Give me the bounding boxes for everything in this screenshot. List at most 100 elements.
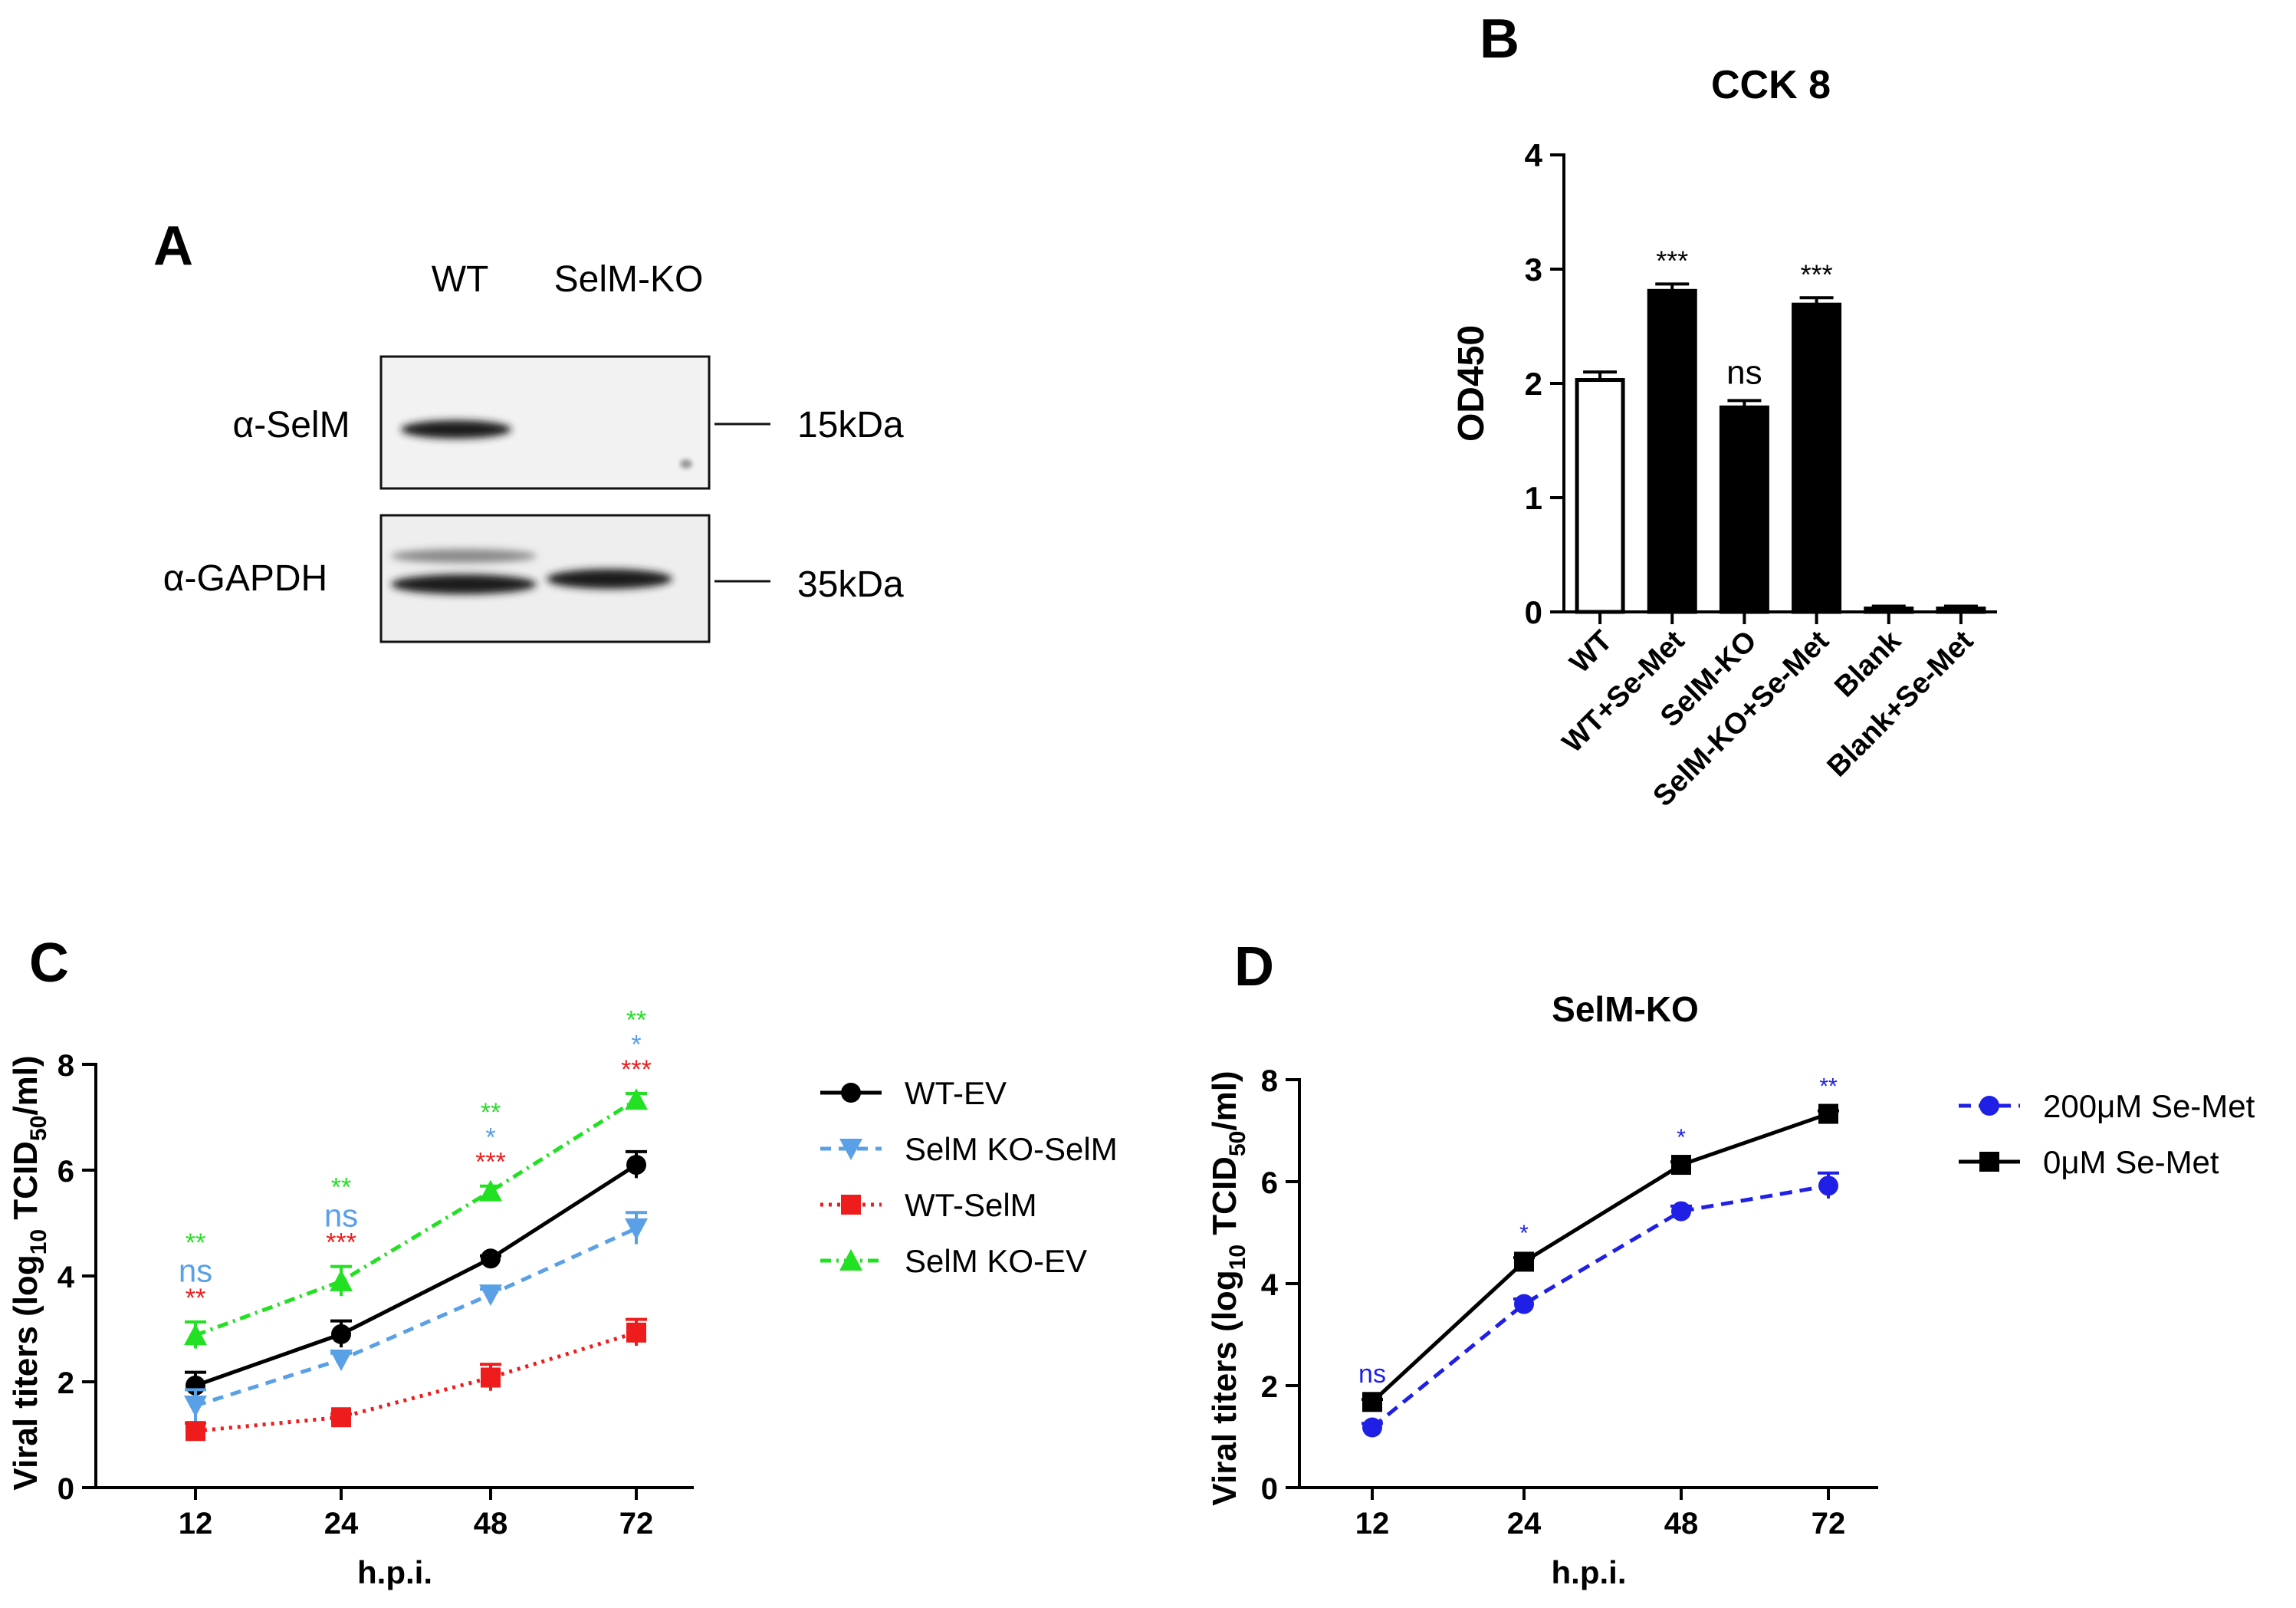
chart-d-y-label-part: /ml): [1206, 1070, 1243, 1130]
chart-c-y-label-part: 50: [26, 1116, 51, 1141]
chart-d-line-200-m-se-met: [1371, 1183, 1829, 1429]
chart-c-y-label-part: 10: [26, 1229, 51, 1255]
chart-c-significance-12: ns: [179, 1253, 212, 1289]
chart-d-y-label-part: 10: [1225, 1245, 1250, 1270]
chart-b-bar-wt-se-met: [1647, 288, 1697, 614]
chart-d-point-200-m-se-met: [1818, 1176, 1838, 1196]
chart-c-significance-72: **: [626, 1005, 646, 1034]
chart-c-legend-label-wt-ev: WT-EV: [905, 1075, 1007, 1111]
chart-d-legend-label-0-m-se-met: 0μM Se-Met: [2043, 1144, 2219, 1180]
chart-c-significance-48: *: [485, 1123, 495, 1152]
chart-d-legend-label-200-m-se-met: 200μM Se-Met: [2043, 1088, 2255, 1124]
chart-c-legend-label-wt-selm: WT-SelM: [905, 1187, 1037, 1223]
chart-c-y-label-part: TCID: [7, 1141, 44, 1229]
chart-d-y-label-part: Viral titers (log: [1206, 1270, 1243, 1505]
chart-d-point-200-m-se-met: [1671, 1201, 1691, 1222]
chart-d-title: SelM-KO: [1552, 989, 1699, 1029]
blot-band-gapdh-upper: [391, 549, 537, 563]
chart-c-x-tick-label: 72: [619, 1507, 654, 1541]
chart-d-point-0-m-se-met: [1671, 1155, 1691, 1176]
chart-d-x-label: h.p.i.: [1552, 1554, 1627, 1590]
chart-d-significance-72: **: [1819, 1074, 1838, 1100]
chart-d-legend-marker-0-m-se-met: [1979, 1152, 1999, 1172]
chart-c-y-label-part: Viral titers (log: [7, 1255, 44, 1490]
panel-label-a: A: [153, 215, 193, 277]
chart-c-y-tick-label: 2: [57, 1366, 74, 1400]
chart-d-significance-48: *: [1677, 1125, 1686, 1150]
chart-c-line-wt-selm: [195, 1330, 637, 1433]
chart-c-point-selm-ko-ev: [330, 1269, 353, 1291]
chart-b-significance-wt-se-met: ***: [1656, 245, 1688, 276]
chart-d-legend-marker-200-m-se-met: [1979, 1096, 1999, 1116]
chart-c-legend-marker-wt-ev: [841, 1083, 861, 1103]
chart-c-point-selm-ko-selm: [479, 1284, 502, 1307]
chart-c-significance-24: ***: [326, 1228, 356, 1258]
chart-d-point-200-m-se-met: [1362, 1417, 1382, 1438]
chart-c-significance-72: *: [631, 1031, 641, 1060]
chart-c-point-selm-ko-ev: [184, 1324, 207, 1346]
chart-c-line-wt-ev: [195, 1162, 638, 1388]
chart-b-bar-blank-se-met: [1936, 607, 1986, 614]
chart-d-significance-12: ns: [1358, 1360, 1386, 1389]
chart-c-y-label: Viral titers (log10 TCID50/ml): [7, 1055, 51, 1490]
chart-c-significance-12: **: [186, 1228, 205, 1258]
chart-d-y-tick-label: 0: [1261, 1472, 1278, 1506]
chart-b-bar-blank: [1864, 607, 1914, 614]
chart-c-x-label: h.p.i.: [357, 1554, 432, 1590]
chart-c-significance-48: **: [481, 1098, 501, 1127]
chart-d-y-label-part: TCID: [1206, 1156, 1243, 1245]
chart-b-y-tick-label: 4: [1525, 137, 1543, 173]
chart-c-y-tick-label: 4: [57, 1261, 75, 1294]
chart-d-y-tick-label: 4: [1261, 1268, 1279, 1302]
chart-d-x-tick-label: 12: [1355, 1507, 1390, 1541]
blot-band-gapdh-wt: [391, 574, 537, 594]
blot-antibody-gapdh: α-GAPDH: [163, 558, 327, 599]
chart-b-cck8: CCK 801234OD450WT***WT+Se-MetnsSelM-KO**…: [1451, 63, 1997, 813]
chart-c-line-selm-ko-selm: [195, 1226, 638, 1408]
chart-d-y-tick-label: 2: [1261, 1370, 1278, 1404]
chart-b-y-tick-label: 3: [1525, 252, 1542, 288]
chart-b-bar-wt: [1575, 378, 1625, 614]
chart-c-legend-label-selm-ko-ev: SelM KO-EV: [905, 1243, 1087, 1279]
chart-d-x-tick-label: 24: [1507, 1507, 1542, 1541]
chart-d-point-0-m-se-met: [1514, 1251, 1534, 1272]
chart-c-significance-24: **: [331, 1172, 351, 1202]
chart-c-legend-marker-selm-ko-selm: [839, 1139, 862, 1160]
chart-b-x-tick-label-wt: WT: [1564, 625, 1618, 679]
chart-d-y-tick-label: 6: [1261, 1166, 1278, 1200]
panel-label-b: B: [1480, 8, 1519, 70]
blot-size-15kda: 15kDa: [797, 405, 904, 446]
chart-d-significance-24: *: [1519, 1221, 1529, 1246]
chart-c-legend-label-selm-ko-selm: SelM KO-SelM: [905, 1131, 1118, 1167]
chart-c-significance-48: ***: [475, 1148, 506, 1177]
chart-b-significance-selm-ko: ns: [1726, 353, 1762, 391]
western-blot: WT SelM-KO α-SelM α-GAPDH 15kDa 35kDa: [163, 259, 904, 643]
blot-band-selm-wt: [401, 420, 511, 439]
chart-c-significance-24: ns: [324, 1197, 358, 1233]
chart-b-title: CCK 8: [1711, 63, 1831, 107]
chart-b-y-label: OD450: [1451, 325, 1492, 442]
chart-d-x-tick-label: 48: [1664, 1507, 1699, 1541]
chart-c-point-selm-ko-ev: [479, 1179, 502, 1202]
chart-b-y-tick-label: 1: [1525, 480, 1542, 516]
chart-b-significance-selm-ko-se-met: ***: [1801, 258, 1833, 290]
chart-c-x-tick-label: 48: [474, 1507, 508, 1541]
chart-c-y-tick-label: 0: [57, 1472, 74, 1506]
chart-c-significance-72: ***: [621, 1055, 652, 1084]
chart-c-x-tick-label: 24: [324, 1507, 359, 1541]
blot-speck: [680, 459, 692, 469]
blot-lane-label-selm-ko: SelM-KO: [554, 259, 704, 300]
chart-c-legend-marker-selm-ko-ev: [839, 1249, 862, 1271]
chart-d-y-label: Viral titers (log10 TCID50/ml): [1206, 1070, 1250, 1505]
chart-c-point-wt-ev: [331, 1324, 351, 1344]
chart-c-point-selm-ko-ev: [625, 1088, 648, 1110]
blot-size-35kda: 35kDa: [797, 564, 904, 605]
chart-d-point-200-m-se-met: [1514, 1294, 1534, 1314]
chart-c-point-wt-selm: [186, 1421, 205, 1442]
blot-lane-label-wt: WT: [432, 259, 489, 300]
chart-c-y-tick-label: 8: [57, 1049, 74, 1083]
chart-c-y-tick-label: 6: [57, 1155, 74, 1189]
chart-b-bar-selm-ko: [1719, 405, 1769, 614]
chart-c-point-wt-ev: [626, 1155, 646, 1176]
